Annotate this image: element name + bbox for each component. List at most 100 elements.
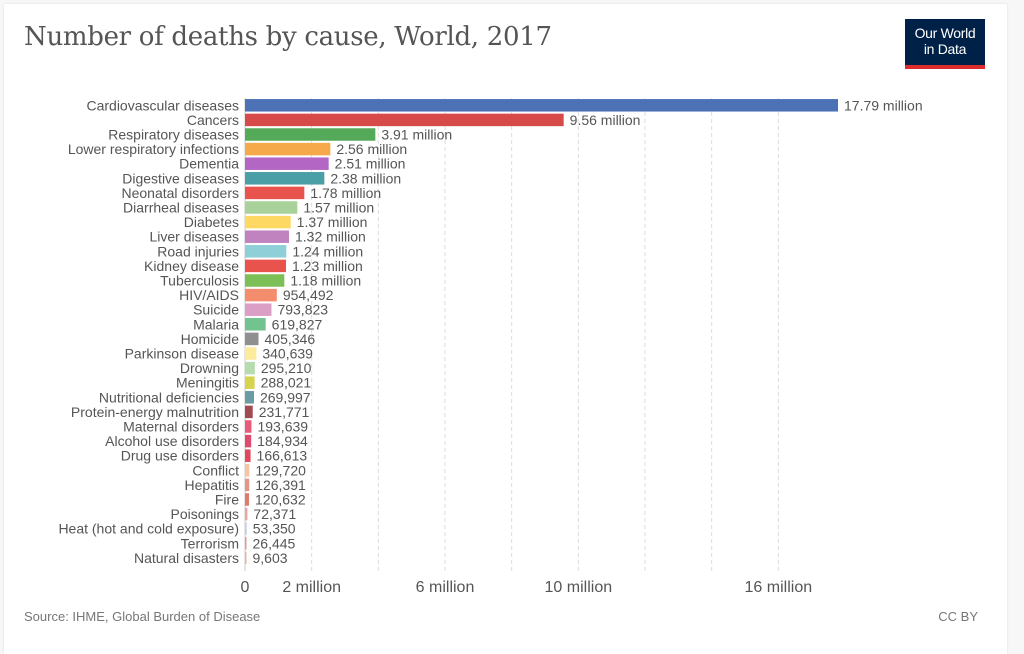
- value-label: 1.23 million: [292, 258, 363, 274]
- bar[interactable]: [245, 537, 247, 550]
- bar[interactable]: [245, 201, 298, 214]
- value-label: 340,639: [262, 346, 313, 362]
- bar[interactable]: [245, 434, 252, 448]
- x-tick-label: 6 million: [416, 579, 475, 596]
- value-label: 231,771: [259, 404, 310, 420]
- bar[interactable]: [245, 215, 291, 229]
- category-label: Cardiovascular diseases: [86, 97, 239, 113]
- category-label: Fire: [215, 492, 239, 508]
- chart-title: Number of deaths by cause, World, 2017: [24, 22, 552, 52]
- owid-logo[interactable]: Our World in Data: [905, 19, 985, 69]
- value-label: 9.56 million: [570, 112, 641, 128]
- value-label: 288,021: [261, 375, 312, 391]
- value-label: 1.32 million: [295, 229, 366, 245]
- value-label: 126,391: [255, 477, 306, 493]
- category-label: Malaria: [193, 316, 239, 332]
- bar[interactable]: [245, 230, 289, 243]
- category-label: Tuberculosis: [160, 273, 239, 289]
- bar[interactable]: [245, 551, 247, 565]
- value-label: 405,346: [265, 331, 316, 347]
- bar[interactable]: [245, 522, 247, 535]
- x-axis-ticks: 0 2 million 6 million 10 million 16 million: [241, 579, 813, 596]
- bar[interactable]: [245, 157, 329, 170]
- value-label: 1.24 million: [292, 243, 363, 259]
- category-label: HIV/AIDS: [179, 287, 239, 303]
- value-label: 2.51 million: [335, 156, 406, 172]
- bar[interactable]: [245, 128, 376, 141]
- value-label: 26,445: [253, 535, 296, 551]
- source-note[interactable]: Source: IHME, Global Burden of Disease: [24, 609, 261, 624]
- value-label: 9,603: [253, 550, 288, 566]
- category-label: Cancers: [187, 112, 239, 128]
- bar[interactable]: [245, 142, 331, 156]
- value-label: 619,827: [272, 316, 323, 332]
- bar[interactable]: [245, 420, 252, 433]
- category-label: Neonatal disorders: [121, 185, 239, 201]
- bar[interactable]: [245, 172, 325, 185]
- category-label: Respiratory diseases: [108, 127, 239, 143]
- bar[interactable]: [245, 361, 255, 375]
- category-label: Lower respiratory infections: [68, 141, 239, 157]
- x-tick-label: 16 million: [745, 579, 813, 596]
- category-label: Liver diseases: [150, 229, 240, 245]
- category-label: Drug use disorders: [121, 448, 239, 464]
- bar[interactable]: [245, 376, 255, 389]
- chart-card: [4, 4, 1007, 654]
- category-label: Terrorism: [181, 535, 239, 551]
- x-tick-label: 10 million: [545, 579, 613, 596]
- x-tick-label: 2 million: [282, 579, 341, 596]
- bar[interactable]: [245, 405, 253, 419]
- category-label: Poisonings: [171, 506, 240, 522]
- value-label: 1.37 million: [297, 214, 368, 230]
- category-label: Diabetes: [184, 214, 239, 230]
- value-label: 166,613: [257, 448, 308, 464]
- value-label: 295,210: [261, 360, 312, 376]
- category-label: Protein-energy malnutrition: [71, 404, 239, 420]
- bar[interactable]: [245, 391, 254, 404]
- value-label: 793,823: [277, 302, 328, 318]
- bar[interactable]: [245, 318, 266, 331]
- bar[interactable]: [245, 303, 272, 316]
- bar[interactable]: [245, 274, 285, 287]
- category-label: Kidney disease: [144, 258, 239, 274]
- bar[interactable]: [245, 186, 305, 200]
- bar[interactable]: [245, 464, 250, 477]
- value-label: 193,639: [257, 419, 308, 435]
- value-label: 3.91 million: [381, 127, 452, 143]
- bar[interactable]: [245, 245, 287, 258]
- category-label: Nutritional deficiencies: [99, 389, 239, 405]
- value-label: 1.78 million: [310, 185, 381, 201]
- bar[interactable]: [245, 113, 564, 127]
- value-label: 72,371: [253, 506, 296, 522]
- value-label: 1.57 million: [303, 200, 374, 216]
- bar[interactable]: [245, 493, 250, 506]
- x-tick-label: 0: [241, 579, 250, 596]
- category-label: Alcohol use disorders: [105, 433, 239, 449]
- bar[interactable]: [245, 288, 277, 302]
- value-label: 2.56 million: [336, 141, 407, 157]
- value-label: 269,997: [260, 389, 311, 405]
- bars: [245, 99, 838, 565]
- value-label: 2.38 million: [330, 170, 401, 186]
- bar[interactable]: [245, 347, 257, 360]
- bar[interactable]: [245, 99, 838, 112]
- value-label: 954,492: [283, 287, 334, 303]
- category-label: Hepatitis: [185, 477, 239, 493]
- category-label: Homicide: [181, 331, 240, 347]
- logo-line-2: in Data: [923, 41, 967, 57]
- bar[interactable]: [245, 259, 286, 273]
- category-label: Dementia: [179, 156, 239, 172]
- category-label: Maternal disorders: [123, 419, 239, 435]
- category-label: Conflict: [192, 462, 239, 478]
- value-label: 53,350: [253, 521, 296, 537]
- category-label: Natural disasters: [134, 550, 239, 566]
- bar[interactable]: [245, 332, 259, 346]
- category-labels: Cardiovascular diseasesCancersRespirator…: [58, 97, 239, 566]
- bar[interactable]: [245, 507, 248, 521]
- bar[interactable]: [245, 449, 251, 462]
- bar[interactable]: [245, 478, 250, 492]
- license-link[interactable]: CC BY: [938, 609, 978, 624]
- category-label: Heat (hot and cold exposure): [58, 521, 239, 537]
- category-label: Suicide: [193, 302, 239, 318]
